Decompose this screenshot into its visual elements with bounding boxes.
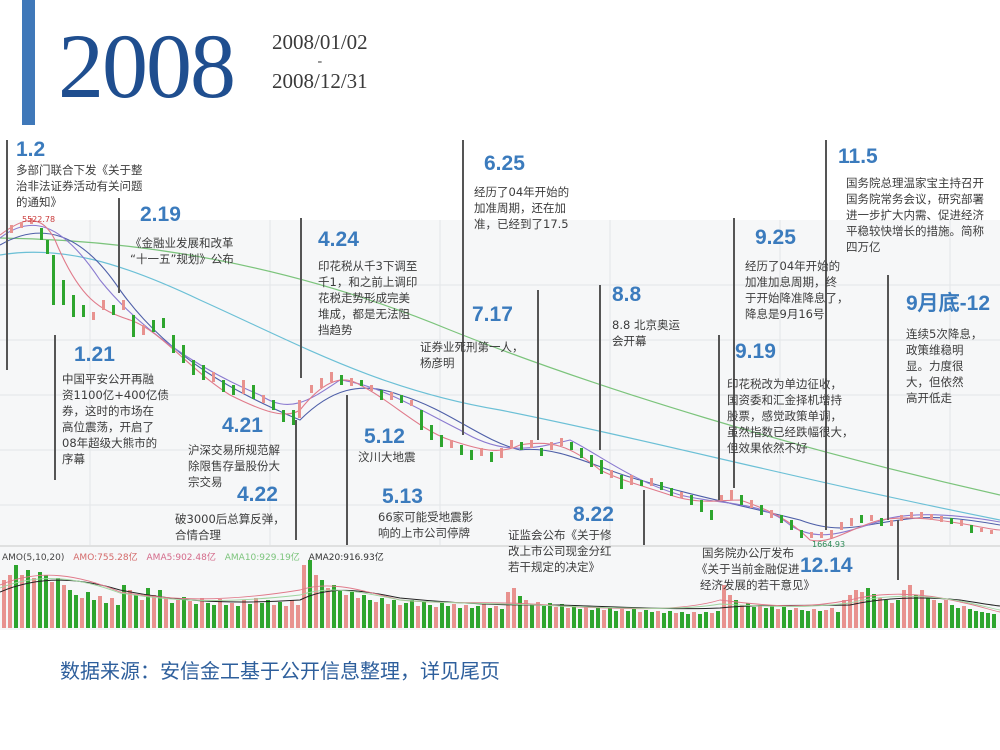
annotation-9-end-12: 9月底-12 连续5次降息， 政策维稳明 显。力度很 大，但依然 高开低走 [906, 292, 991, 405]
legend-ama5: AMA5:902.48亿 [146, 553, 216, 563]
annotation-9-19: 9.19 印花税改为单边征收， 国资委和汇金择机增持 股票，感觉政策单调， 虽然… [727, 340, 854, 455]
legend-ama10: AMA10:929.19亿 [224, 553, 300, 563]
annotation-6-25: 6.25 经历了04年开始的 加准周期，还在加 准，已经到了17.5 [474, 152, 570, 231]
annotation-5-13: 5.13 66家可能受地震影 响的上市公司停牌 [378, 485, 474, 540]
date-start: 2008/01/02 [272, 30, 368, 54]
annotation-4-21: 4.21 沪深交易所规范解 除限售存量股份大 宗交易 [188, 414, 280, 489]
high-price-label: 5522.78 [22, 215, 56, 224]
marker-line-4-24 [300, 218, 302, 378]
year-title: 2008 [58, 15, 236, 117]
annotation-2-19: 2.19 《金融业发展和改革 “十一五”规划》公布 [130, 203, 234, 266]
marker-line-9-19 [718, 335, 720, 500]
legend-ama20: AMA20:916.93亿 [308, 553, 384, 563]
annotation-12-14: 国务院办公厅发布 《关于当前金融促进 经济发展的若干意见》 [696, 546, 815, 592]
marker-line-9-end [887, 275, 889, 520]
annotation-5-12: 5.12 汶川大地震 [358, 425, 416, 464]
chart-area [0, 135, 1000, 630]
annotation-4-24: 4.24 印花税从千3下调至 千1，和之前上调印 花税走势形成完美 堆成，都是无… [318, 228, 418, 337]
marker-line-9-25 [733, 218, 735, 488]
date-separator: - [317, 54, 323, 69]
marker-line-6-25 [462, 140, 464, 435]
accent-bar [22, 0, 35, 125]
legend-title: AMO(5,10,20) [2, 553, 65, 563]
low-price-label: 1664.93 [812, 540, 846, 549]
annotation-9-25: 9.25 经历了04年开始的 加准加息周期，终 于开始降准降息了， 降息是9月1… [745, 226, 849, 321]
marker-line-4-22 [295, 420, 297, 540]
annotation-7-17: 7.17 证券业死刑第一人， 杨彦明 [420, 303, 524, 370]
volume-legend: AMO(5,10,20) AMO:755.28亿 AMA5:902.48亿 AM… [2, 550, 390, 563]
annotation-1-21: 1.21 中国平安公开再融 资1100亿+400亿债 券，这时的市场在 高位震荡… [62, 343, 169, 466]
date-end: 2008/12/31 [272, 69, 368, 93]
annotation-12-14-date: 12.14 [800, 554, 853, 577]
marker-line-8-8 [599, 285, 601, 450]
marker-line-1-2 [6, 140, 8, 370]
marker-line-1-21 [54, 335, 56, 480]
date-range: 2008/01/02 - 2008/12/31 [272, 32, 368, 92]
marker-line-5-12 [346, 395, 348, 545]
candlestick-chart [0, 218, 1000, 628]
marker-line-2-19 [118, 198, 120, 293]
legend-amo: AMO:755.28亿 [73, 553, 138, 563]
marker-line-11-5 [825, 140, 827, 530]
marker-line-7-17 [537, 290, 539, 440]
data-source-note: 数据来源：安信金工基于公开信息整理，详见尾页 [60, 659, 500, 683]
annotation-11-5: 11.5 国务院总理温家宝主持召开 国务院常务会议，研究部署 进一步扩大内需、促… [838, 145, 984, 254]
marker-line-12-14 [897, 520, 899, 580]
annotation-8-22: 8.22 证监会公布《关于修 改上市公司现金分红 若干规定的决定》 [508, 503, 614, 574]
annotation-1-2: 1.2 多部门联合下发《关于整 治非法证券活动有关问题 的通知》 [16, 138, 143, 209]
marker-line-8-22 [643, 490, 645, 545]
annotation-8-8: 8.8 8.8 北京奥运 会开幕 [612, 283, 680, 348]
annotation-4-22: 4.22 破3000后总算反弹， 合情合理 [175, 483, 285, 542]
